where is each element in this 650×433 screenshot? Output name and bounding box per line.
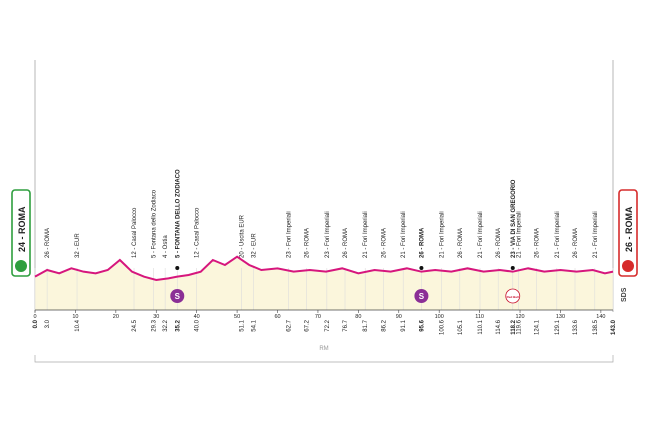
- x-tick-label: 30: [153, 314, 159, 320]
- waypoint-km: 81.7: [363, 319, 369, 331]
- x-tick-label: 90: [396, 314, 402, 320]
- waypoint-km: 95.6: [419, 319, 425, 331]
- waypoint-name: 26 - ROMA: [419, 227, 425, 258]
- waypoint-km: 54.1: [252, 319, 258, 331]
- waypoint-km: 133.6: [573, 319, 579, 335]
- waypoint-km: 110.1: [478, 319, 484, 334]
- bonus-label: Red Bull: [507, 295, 519, 299]
- waypoint-km: 62.7: [286, 319, 292, 331]
- waypoint-name: 4 - Ostia: [163, 235, 169, 258]
- waypoint-km: 51.1: [240, 319, 246, 331]
- waypoint-name: 26 - ROMA: [381, 228, 387, 258]
- finish-icon: [622, 260, 634, 272]
- waypoint-name: 21 - Fori Imperiali: [593, 211, 599, 258]
- x-tick-label: 80: [355, 314, 361, 320]
- waypoint-km: 32.2: [163, 319, 169, 331]
- waypoint-km: 10.4: [75, 319, 81, 331]
- waypoint-name: 26 - ROMA: [305, 228, 311, 258]
- sprint-marker: [414, 289, 429, 303]
- x-tick-label: 140: [596, 314, 605, 320]
- waypoint-name: 12 - Casal Palocco: [132, 207, 138, 258]
- waypoint-name: 12 - Casal Palocco: [195, 207, 201, 258]
- waypoint-km: 24.5: [132, 319, 138, 331]
- sprint-label: S: [175, 292, 181, 301]
- sprint-dot: [419, 266, 424, 270]
- waypoint-name: 26 - ROMA: [45, 228, 51, 258]
- profile-area: [35, 256, 613, 310]
- x-tick-label: 100: [435, 314, 444, 320]
- waypoint-km: 3.0: [45, 319, 51, 328]
- waypoint-name: 23 - Fori Imperiali: [325, 211, 331, 258]
- sprint-dot: [175, 266, 180, 270]
- finish-box: [618, 189, 638, 277]
- waypoint-km: 91.1: [401, 319, 407, 331]
- waypoint-name: 20 - Uscita EUR: [240, 214, 246, 258]
- region-label: RM: [319, 346, 328, 352]
- waypoint-km: 0.0: [33, 319, 39, 328]
- x-tick-label: 20: [113, 314, 119, 320]
- waypoint-name: 21 - Fori Imperiali: [555, 211, 561, 258]
- waypoint-km: 86.2: [381, 319, 387, 331]
- waypoint-km: 35.2: [175, 319, 181, 331]
- x-tick-label: 130: [556, 314, 565, 320]
- waypoint-km: 67.2: [305, 319, 311, 331]
- waypoint-km: 118.2: [511, 319, 517, 334]
- waypoint-km: 29.3: [151, 319, 157, 331]
- start-label: 24 - ROMA: [17, 206, 27, 252]
- start-icon: [15, 260, 27, 272]
- waypoint-name: 32 - EUR: [75, 233, 81, 258]
- x-tick-label: 70: [315, 314, 321, 320]
- waypoint-km: 129.1: [555, 319, 561, 335]
- finish-label: 26 - ROMA: [624, 206, 634, 252]
- waypoint-km: 72.2: [325, 319, 331, 331]
- waypoint-name: 23 - VIA DI SAN GREGORIO: [511, 179, 517, 258]
- x-tick-label: 110: [475, 314, 484, 320]
- waypoint-name: 21 - Fori Imperiali: [440, 211, 446, 258]
- bonus-marker: [505, 288, 521, 304]
- waypoint-name: 23 - Fori Imperiali: [286, 211, 292, 258]
- x-tick-label: 40: [194, 314, 200, 320]
- region-bracket: [34, 355, 614, 363]
- waypoint-km: 100.6: [440, 319, 446, 335]
- waypoint-km: 119.6: [516, 319, 522, 334]
- waypoint-name: 5 - FONTANA DELLO ZODIACO: [175, 169, 181, 258]
- waypoint-km: 138.5: [593, 319, 599, 335]
- profile-line: [34, 255, 614, 282]
- waypoint-km: 143.0: [611, 319, 617, 335]
- bonus-dot: [510, 266, 515, 270]
- x-tick-label: 10: [72, 314, 78, 320]
- waypoint-name: 26 - ROMA: [535, 228, 541, 258]
- waypoint-name: 21 - Fori Imperiali: [516, 211, 522, 258]
- waypoint-km: 124.1: [535, 319, 541, 335]
- waypoint-name: 21 - Fori Imperiali: [363, 211, 369, 258]
- waypoint-name: 26 - ROMA: [573, 228, 579, 258]
- x-tick-label: 0: [33, 314, 36, 320]
- start-box: [11, 189, 31, 277]
- waypoint-name: 32 - EUR: [252, 233, 258, 258]
- waypoint-km: 105.1: [458, 319, 464, 335]
- waypoint-km: 114.6: [496, 319, 502, 334]
- waypoint-km: 76.7: [343, 319, 349, 331]
- x-tick-label: 60: [274, 314, 280, 320]
- x-tick-label: 120: [515, 314, 524, 320]
- sprint-marker: [170, 289, 185, 303]
- waypoint-km: 40.0: [195, 319, 201, 331]
- waypoint-name: 21 - Fori Imperiali: [478, 211, 484, 258]
- waypoint-name: 26 - ROMA: [343, 228, 349, 258]
- sprint-label: S: [419, 292, 425, 301]
- waypoint-name: 26 - ROMA: [496, 228, 502, 258]
- waypoint-name: 21 - Fori Imperiali: [401, 211, 407, 258]
- credit: SDS: [621, 287, 628, 302]
- waypoint-name: 26 - ROMA: [458, 228, 464, 258]
- waypoint-name: 5 - Fontana dello Zodiaco: [151, 189, 157, 258]
- x-tick-label: 50: [234, 314, 240, 320]
